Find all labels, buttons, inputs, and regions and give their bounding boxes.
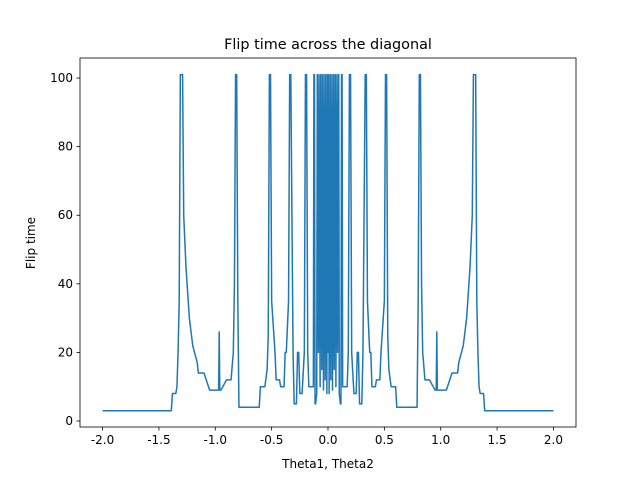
y-tick-label: 0 xyxy=(65,414,73,428)
chart-title: Flip time across the diagonal xyxy=(224,37,432,53)
y-tick-label: 60 xyxy=(58,208,73,222)
x-tick-label: -1.5 xyxy=(147,433,170,447)
x-tick-label: -0.5 xyxy=(260,433,283,447)
x-tick-label: 0.5 xyxy=(375,433,394,447)
x-tick-label: 2.0 xyxy=(544,433,563,447)
line-series xyxy=(102,73,554,412)
y-tick-label: 80 xyxy=(58,140,73,154)
plot-frame xyxy=(79,57,577,428)
y-axis-label: Flip time xyxy=(24,217,38,269)
x-tick-label: 1.0 xyxy=(431,433,450,447)
y-tick-label: 100 xyxy=(50,71,73,85)
x-tick-label: -2.0 xyxy=(91,433,114,447)
y-tick-label: 40 xyxy=(58,277,73,291)
x-tick-label: 1.5 xyxy=(488,433,507,447)
x-tick-label: 0.0 xyxy=(318,433,337,447)
x-tick-label: -1.0 xyxy=(204,433,227,447)
x-axis-label: Theta1, Theta2 xyxy=(281,457,374,471)
y-tick-label: 20 xyxy=(58,345,73,359)
